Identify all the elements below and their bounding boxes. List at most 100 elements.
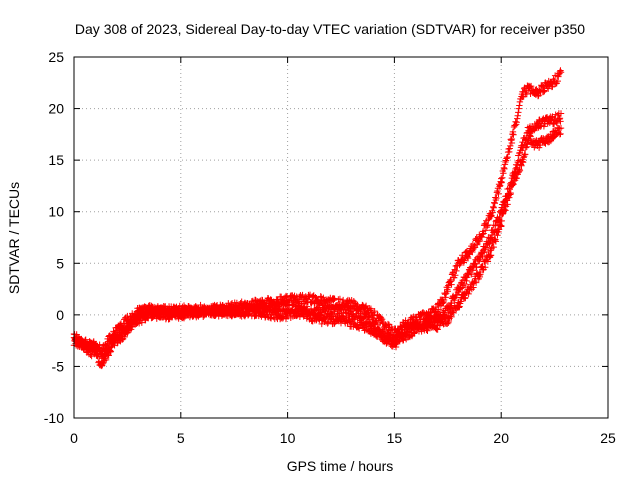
data-point	[150, 313, 157, 320]
data-point	[410, 330, 418, 337]
data-point	[225, 306, 233, 313]
data-point	[476, 256, 484, 263]
data-point	[491, 199, 498, 206]
data-point	[402, 317, 409, 324]
data-point	[479, 231, 486, 238]
x-axis-label: GPS time / hours	[287, 458, 394, 474]
data-point	[487, 251, 495, 259]
y-tick-label: -5	[52, 358, 65, 374]
data-point	[557, 110, 565, 117]
data-point	[369, 309, 377, 316]
data-point	[370, 321, 378, 328]
data-point	[328, 309, 336, 316]
data-point	[546, 138, 553, 146]
data-point	[500, 169, 507, 177]
data-point	[451, 296, 458, 304]
y-tick-label: 0	[56, 307, 64, 323]
data-point	[533, 86, 540, 93]
data-point	[499, 210, 507, 218]
data-point	[493, 189, 501, 196]
data-point	[209, 309, 217, 316]
data-point	[455, 304, 463, 311]
data-point	[95, 344, 102, 351]
x-tick-label: 25	[600, 430, 616, 446]
y-tick-label: 5	[56, 255, 64, 271]
data-point	[522, 144, 529, 151]
data-point	[463, 277, 470, 285]
data-point	[280, 314, 287, 321]
data-point	[365, 327, 372, 335]
data-point	[77, 336, 85, 343]
data-point	[551, 132, 559, 140]
data-point	[448, 300, 455, 307]
data-point	[490, 243, 497, 251]
data-point	[104, 344, 112, 351]
data-point	[81, 341, 88, 348]
data-point	[490, 204, 497, 211]
data-point	[479, 263, 486, 270]
data-point	[557, 69, 565, 76]
data-point	[499, 174, 506, 181]
data-point	[376, 327, 384, 335]
data-point	[377, 328, 384, 335]
data-point	[494, 232, 501, 239]
data-point	[71, 331, 78, 338]
data-point	[209, 307, 216, 315]
data-point	[446, 303, 454, 310]
data-point	[498, 217, 505, 225]
data-point	[378, 316, 386, 323]
data-point	[510, 181, 517, 188]
data-point	[506, 145, 513, 152]
data-point	[507, 189, 515, 197]
data-point	[263, 310, 270, 318]
data-point	[498, 179, 505, 186]
data-point	[556, 125, 563, 132]
data-point	[241, 313, 249, 320]
data-point	[368, 314, 376, 321]
data-point	[501, 202, 509, 209]
data-point	[303, 303, 311, 310]
data-point	[453, 267, 460, 275]
data-point	[461, 257, 468, 264]
data-point	[365, 313, 372, 320]
data-point	[118, 336, 126, 343]
data-point	[180, 314, 187, 321]
data-point	[506, 194, 513, 201]
data-point	[216, 308, 223, 316]
data-point	[555, 73, 562, 80]
data-point	[387, 326, 395, 334]
data-point	[518, 147, 526, 154]
data-point	[526, 132, 534, 139]
data-point	[515, 105, 523, 112]
data-point	[138, 306, 145, 313]
data-point	[286, 296, 293, 304]
data-point	[396, 338, 403, 345]
data-point	[331, 295, 338, 302]
data-point	[480, 230, 487, 237]
data-point	[302, 307, 309, 315]
data-point	[360, 314, 368, 321]
data-point	[477, 271, 484, 278]
data-point	[548, 114, 556, 121]
y-tick-labels: -10 -5 0 5 10 15 20 25	[44, 49, 64, 426]
data-point	[491, 200, 498, 207]
data-point	[397, 322, 404, 330]
data-point	[442, 294, 449, 301]
data-point	[507, 191, 514, 198]
data-point	[379, 320, 386, 327]
data-point	[131, 314, 138, 321]
data-point	[400, 336, 407, 344]
x-tick-label: 15	[387, 430, 403, 446]
data-point	[508, 182, 516, 189]
data-point	[302, 307, 309, 314]
data-point	[523, 143, 531, 151]
data-point	[516, 102, 523, 109]
data-point	[550, 134, 557, 141]
data-point	[307, 305, 315, 312]
series-sdtvar-lower	[70, 124, 565, 370]
data-point	[361, 309, 368, 317]
data-point	[293, 312, 300, 320]
y-tick-label: 25	[48, 49, 64, 65]
y-axis-label: SDTVAR / TECUs	[6, 182, 22, 294]
data-point	[509, 180, 517, 187]
